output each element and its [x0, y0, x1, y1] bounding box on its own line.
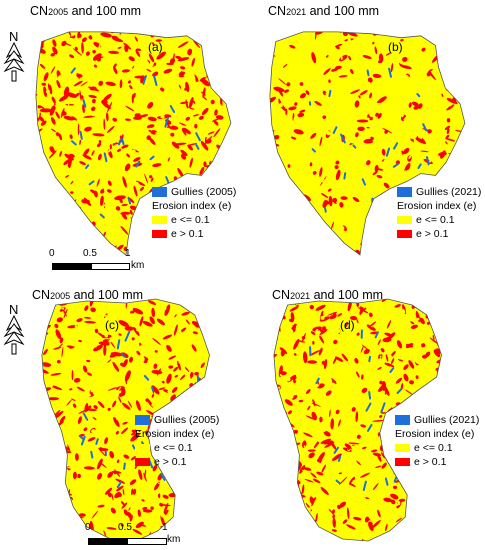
title-year: 2021: [286, 7, 307, 17]
panel-label-d: (d): [340, 318, 355, 332]
legend-swatch: [152, 216, 167, 224]
legend-text: e > 0.1: [171, 228, 204, 240]
title-suffix: and 100 mm: [306, 4, 380, 18]
title-suffix: and 100 mm: [70, 288, 144, 302]
legend-text: Gullies (2005): [154, 414, 220, 426]
legend-swatch: [135, 458, 150, 466]
scale-tick-0: 0: [85, 522, 91, 533]
title-prefix: CN: [32, 288, 51, 302]
north-arrow-bottom: N: [3, 302, 25, 355]
legend-swatch: [135, 415, 150, 425]
panel-title-c: CN2005 and 100 mm: [32, 288, 143, 302]
legend-text: Erosion index (e): [135, 428, 215, 440]
north-arrow-top: N: [3, 29, 25, 82]
legend-text: e <= 0.1: [416, 214, 455, 226]
legend-gullies: Gullies (2005): [135, 413, 219, 427]
scale-tick-0: 0: [49, 248, 55, 259]
legend-low: e <= 0.1: [135, 441, 219, 455]
legend-text: e <= 0.1: [414, 442, 453, 454]
legend-text: Erosion index (e): [395, 428, 475, 440]
legend-low: e <= 0.1: [395, 441, 479, 455]
legend-swatch: [397, 187, 412, 197]
map-panel-a: CN2005 and 100 mm (a) Gullies (2005) Erosio…: [0, 0, 245, 275]
legend-gullies: Gullies (2021): [395, 413, 479, 427]
legend-text: Erosion index (e): [397, 200, 477, 212]
legend-text: e <= 0.1: [154, 442, 193, 454]
scale-bar-top: 0 0.5 1 km: [49, 248, 162, 274]
map-panel-d: CN2021 and 100 mm (d) Gullies (2021) Erosio…: [240, 275, 485, 550]
legend-text: Gullies (2021): [416, 186, 482, 198]
title-suffix: and 100 mm: [310, 288, 384, 302]
legend-gullies: Gullies (2005): [152, 185, 236, 199]
legend-title: Erosion index (e): [135, 427, 219, 441]
scale-tick-05: 0.5: [83, 248, 97, 259]
legend-text: e > 0.1: [416, 228, 449, 240]
legend-high: e > 0.1: [395, 455, 479, 469]
legend-text: Gullies (2021): [414, 414, 480, 426]
title-suffix: and 100 mm: [68, 4, 142, 18]
legend-high: e > 0.1: [152, 227, 236, 241]
panel-title-a: CN2005 and 100 mm: [30, 4, 141, 18]
legend-text: e > 0.1: [154, 456, 187, 468]
erosion-map-d: [273, 298, 442, 542]
legend-swatch: [395, 415, 410, 425]
title-year: 2021: [290, 291, 311, 301]
panel-label-b: (b): [388, 40, 403, 54]
scale-bar-bottom: 0 0.5 1 km: [85, 522, 208, 548]
legend-text: e > 0.1: [414, 456, 447, 468]
north-label: N: [9, 302, 18, 317]
legend-swatch: [395, 444, 410, 452]
panel-title-b: CN2021 and 100 mm: [268, 4, 379, 18]
title-prefix: CN: [30, 4, 49, 18]
erosion-map-a: [35, 31, 232, 256]
legend-swatch: [135, 444, 150, 452]
north-label: N: [9, 29, 18, 44]
legend-title: Erosion index (e): [395, 427, 479, 441]
legend-text: e <= 0.1: [171, 214, 210, 226]
panel-label-c: (c): [105, 318, 119, 332]
map-panel-c: CN2005 and 100 mm (c) Gullies (2005) Erosio…: [0, 275, 245, 550]
title-year: 2005: [48, 7, 69, 17]
scale-unit: km: [131, 260, 145, 271]
scale-tick-1: 1: [162, 522, 168, 533]
scale-tick-05: 0.5: [118, 522, 132, 533]
legend-swatch: [152, 187, 167, 197]
map-legend-a: Gullies (2005) Erosion index (e) e <= 0.1 e…: [152, 185, 236, 241]
legend-gullies: Gullies (2021): [397, 185, 481, 199]
legend-title: Erosion index (e): [397, 199, 481, 213]
legend-low: e <= 0.1: [152, 213, 236, 227]
map-panel-b: CN2021 and 100 mm (b) Gullies (2021) Erosio…: [240, 0, 485, 275]
legend-high: e > 0.1: [135, 455, 219, 469]
scale-tick-1: 1: [125, 248, 131, 259]
panel-label-a: (a): [148, 40, 163, 54]
legend-text: Gullies (2005): [171, 186, 237, 198]
title-prefix: CN: [268, 4, 287, 18]
map-legend-c: Gullies (2005) Erosion index (e) e <= 0.1 e…: [135, 413, 219, 469]
legend-swatch: [397, 230, 412, 238]
panel-title-d: CN2021 and 100 mm: [272, 288, 383, 302]
title-prefix: CN: [272, 288, 291, 302]
legend-high: e > 0.1: [397, 227, 481, 241]
scale-unit: km: [167, 534, 181, 545]
legend-text: Erosion index (e): [152, 200, 232, 212]
erosion-map-b: [269, 31, 466, 256]
map-legend-d: Gullies (2021) Erosion index (e) e <= 0.1 e…: [395, 413, 479, 469]
legend-swatch: [152, 230, 167, 238]
map-legend-b: Gullies (2021) Erosion index (e) e <= 0.1 e…: [397, 185, 481, 241]
legend-swatch: [397, 216, 412, 224]
title-year: 2005: [50, 291, 71, 301]
erosion-map-c: [41, 298, 210, 542]
legend-title: Erosion index (e): [152, 199, 236, 213]
legend-swatch: [395, 458, 410, 466]
legend-low: e <= 0.1: [397, 213, 481, 227]
